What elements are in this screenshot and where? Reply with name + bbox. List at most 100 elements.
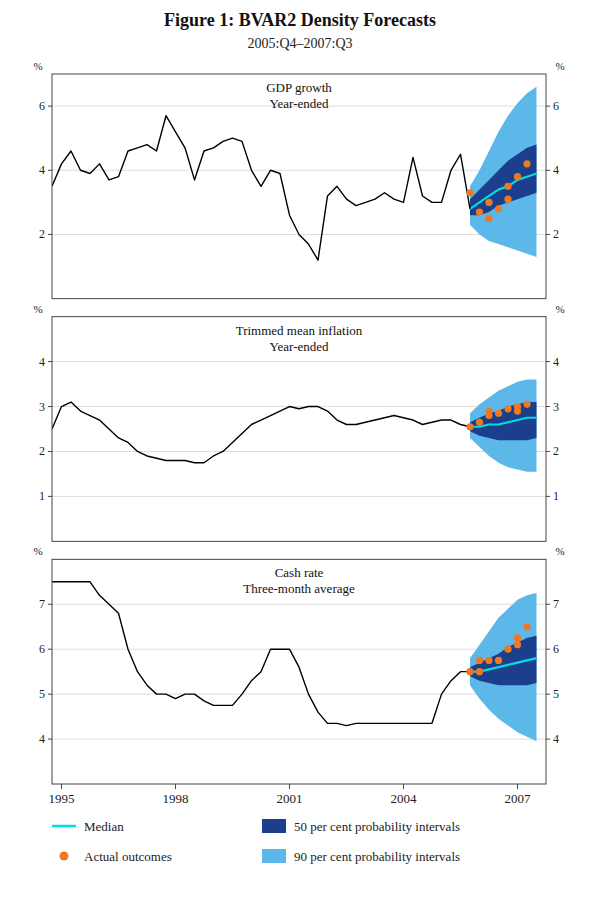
actual-point [504,646,511,653]
actual-point [504,196,511,203]
actual-point [476,668,483,675]
panel-title: Cash rateThree-month average [243,565,355,596]
panel: 224466%%GDP growthYear-ended [33,60,564,299]
y-tick [48,361,52,362]
y-tick-label: 6 [553,99,559,113]
median-line [470,418,537,427]
background [0,0,600,919]
plot-area [52,582,537,742]
probability-band [470,636,537,685]
y-tick-label: 4 [39,732,45,746]
actual-point [476,208,483,215]
actual-point [485,407,492,414]
probability-band [470,87,537,257]
title: Figure 1: BVAR2 Density Forecasts [164,10,436,30]
plot-frame [52,317,546,542]
x-tick [289,784,290,789]
y-tick [48,694,52,695]
actual-point [523,623,530,630]
y-tick-label: 3 [39,400,45,414]
y-tick-label: 1 [39,489,45,503]
x-tick-label: 2007 [505,791,532,806]
median-line [470,173,537,208]
y-tick-label: 4 [553,163,559,177]
y-tick-label: 2 [553,444,559,458]
legend: Median Actual outcomes 50 per cent probabi… [52,819,460,864]
panel-title-line: Trimmed mean inflation [236,323,363,338]
actual-point [523,160,530,167]
probability-band [470,145,537,216]
y-tick [546,694,550,695]
actual-point [514,173,521,180]
y-tick-label: 6 [553,642,559,656]
actual-point [495,410,502,417]
y-tick [546,496,550,497]
panel-title-line: Three-month average [243,581,355,596]
legend-label: 90 per cent probability intervals [294,849,460,864]
y-tick-label: 7 [39,597,45,611]
y-tick [546,604,550,605]
y-unit-label: % [555,545,564,557]
y-unit-label: % [33,303,42,315]
history-line [52,116,470,260]
y-tick-label: 5 [553,687,559,701]
y-unit-label: % [33,60,42,72]
plot-area [52,380,537,472]
chart-root: Figure 1: BVAR2 Density Forecasts2005:Q4… [0,0,600,919]
panel-title-line: Cash rate [275,565,324,580]
y-tick [48,106,52,107]
plot-area [52,87,537,260]
y-tick-label: 4 [553,355,559,369]
grid-line [52,406,546,407]
y-tick-label: 3 [553,400,559,414]
y-tick [48,234,52,235]
grid-line [52,170,546,171]
y-tick [48,496,52,497]
legend-label: 50 per cent probability intervals [294,819,460,834]
grid-line [52,604,546,605]
panel: 11223344%%Trimmed mean inflationYear-end… [33,303,564,542]
y-tick [48,604,52,605]
grid-line [52,649,546,650]
y-tick-label: 4 [39,355,45,369]
actual-point [514,641,521,648]
panel-title-line: GDP growth [266,80,332,95]
y-tick [48,451,52,452]
y-tick-label: 5 [39,687,45,701]
x-tick-label: 2001 [277,791,303,806]
legend-swatch [60,852,69,861]
y-tick-label: 4 [39,163,45,177]
legend-label: Actual outcomes [84,849,172,864]
legend-label: Median [84,819,124,834]
grid-line [52,739,546,740]
y-tick [48,739,52,740]
y-tick-label: 7 [553,597,559,611]
actual-point [466,189,473,196]
x-tick [403,784,404,789]
actual-point [504,183,511,190]
actual-point [514,403,521,410]
y-tick [546,406,550,407]
probability-band [470,380,537,472]
x-tick [517,784,518,789]
y-tick [546,739,550,740]
actual-point [466,668,473,675]
actual-point [504,405,511,412]
legend-swatch [262,849,286,863]
actual-point [485,657,492,664]
grid-line [52,694,546,695]
y-tick-label: 6 [39,99,45,113]
y-tick-label: 2 [553,227,559,241]
panel: 4455667719951998200120042007%%Cash rateT… [33,545,564,806]
y-tick [546,106,550,107]
x-tick [61,784,62,789]
grid-line [52,361,546,362]
grid-line [52,496,546,497]
x-tick-label: 1995 [49,791,75,806]
x-tick-label: 2004 [391,791,418,806]
y-tick-label: 2 [39,444,45,458]
panel-title-line: Year-ended [269,339,329,354]
actual-point [476,419,483,426]
actual-point [466,423,473,430]
actual-point [495,205,502,212]
